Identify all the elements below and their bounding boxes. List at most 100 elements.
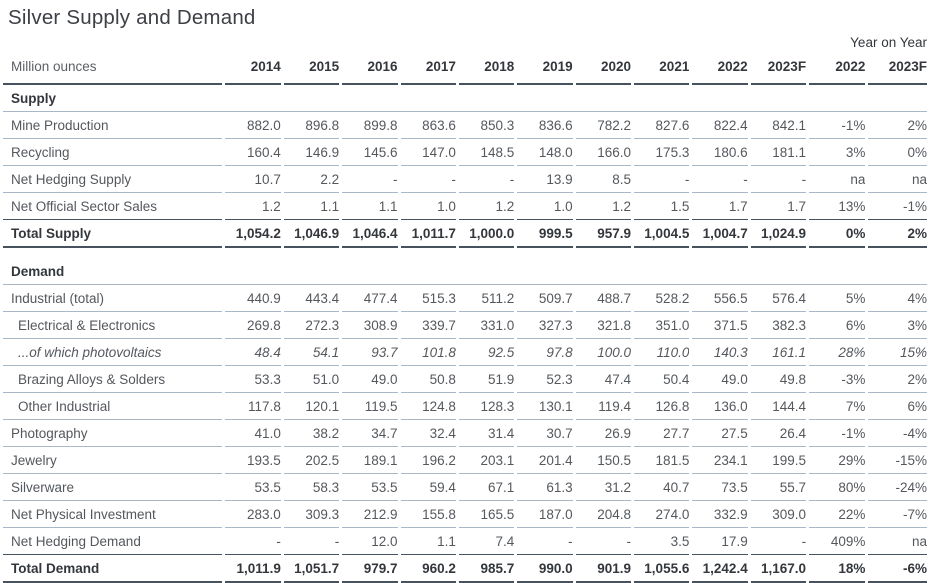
value-cell: 100.0 [575,339,631,366]
yoy-cell: -24% [868,474,927,501]
value-cell: 101.8 [400,339,456,366]
yoy-cell: 28% [809,339,866,366]
page-title: Silver Supply and Demand [8,6,256,29]
value-cell: 193.5 [225,447,281,474]
value-cell: 234.1 [692,447,748,474]
value-cell: 199.5 [750,447,807,474]
value-cell: 117.8 [225,393,281,420]
value-cell: - [750,528,807,555]
value-cell: 140.3 [692,339,748,366]
yoy-cell: 2% [868,366,927,393]
value-cell: 990.0 [517,555,573,583]
value-cell: 201.4 [517,447,573,474]
value-cell: 1.7 [750,193,807,220]
value-cell: 269.8 [225,312,281,339]
value-cell: 54.1 [283,339,340,366]
value-cell: 1.7 [692,193,748,220]
value-cell: 901.9 [575,555,631,583]
value-cell: 576.4 [750,285,807,312]
row-label: Mine Production [3,112,223,139]
yoy-column-header: 2023F [868,52,927,85]
value-cell: 49.0 [692,366,748,393]
row-label: Silverware [3,474,223,501]
value-cell: 30.7 [517,420,573,447]
value-cell: 146.9 [283,139,340,166]
yoy-cell: 80% [809,474,866,501]
table-row: Photography 41.0 38.2 34.7 32.4 31.4 30.7 26.9 2… [3,420,927,447]
value-cell: 31.2 [575,474,631,501]
yoy-cell: 15% [868,339,927,366]
value-cell: 7.4 [458,528,515,555]
value-cell: - [692,166,748,193]
yoy-cell: 0% [868,139,927,166]
value-cell: 53.3 [225,366,281,393]
value-cell: 1.1 [400,528,456,555]
yoy-cell: -7% [868,501,927,528]
year-column-header: 2017 [400,52,456,85]
value-cell: - [400,166,456,193]
section-header-row: Demand [3,258,927,285]
year-column-header: 2023F [750,52,807,85]
row-label: Other Industrial [3,393,223,420]
value-cell: 822.4 [692,112,748,139]
value-cell: 50.4 [633,366,690,393]
value-cell: 52.3 [517,366,573,393]
value-cell: 148.5 [458,139,515,166]
value-cell: 212.9 [342,501,398,528]
value-cell: 3.5 [633,528,690,555]
value-cell: 144.4 [750,393,807,420]
table-row: Brazing Alloys & Solders 53.3 51.0 49.0 50.8… [3,366,927,393]
value-cell: 126.8 [633,393,690,420]
row-label: Net Hedging Supply [3,166,223,193]
value-cell: 160.4 [225,139,281,166]
yoy-cell: na [868,166,927,193]
value-cell: 782.2 [575,112,631,139]
yoy-cell: 22% [809,501,866,528]
value-cell: 181.5 [633,447,690,474]
yoy-cell: -6% [868,555,927,583]
yoy-cell: -1% [809,420,866,447]
value-cell: 488.7 [575,285,631,312]
value-cell: 67.1 [458,474,515,501]
value-cell: 41.0 [225,420,281,447]
yoy-cell: na [809,166,866,193]
value-cell: 50.8 [400,366,456,393]
table-row: Other Industrial 117.8 120.1 119.5 124.8 128.… [3,393,927,420]
value-cell: 1,051.7 [283,555,340,583]
value-cell: 27.7 [633,420,690,447]
value-cell: 40.7 [633,474,690,501]
value-cell: 150.5 [575,447,631,474]
value-cell: 1,167.0 [750,555,807,583]
yoy-cell: 3% [809,139,866,166]
yoy-cell: -1% [809,112,866,139]
year-column-header: 2021 [633,52,690,85]
value-cell: 12.0 [342,528,398,555]
value-cell: - [517,528,573,555]
value-cell: 53.5 [225,474,281,501]
yoy-cell: 18% [809,555,866,583]
value-cell: 55.7 [750,474,807,501]
value-cell: 511.2 [458,285,515,312]
value-cell: 175.3 [633,139,690,166]
row-label: ...of which photovoltaics [3,339,223,366]
value-cell: 1,054.2 [225,220,281,248]
value-cell: 8.5 [575,166,631,193]
value-cell: 51.0 [283,366,340,393]
value-cell: 1.5 [633,193,690,220]
value-cell: 308.9 [342,312,398,339]
value-cell: 351.0 [633,312,690,339]
table-row: ...of which photovoltaics 48.4 54.1 93.7 101… [3,339,927,366]
value-cell: 130.1 [517,393,573,420]
value-cell: 92.5 [458,339,515,366]
value-cell: 1.0 [400,193,456,220]
value-cell: 1.0 [517,193,573,220]
value-cell: 1,046.4 [342,220,398,248]
value-cell: 440.9 [225,285,281,312]
row-label: Industrial (total) [3,285,223,312]
row-label: Demand [3,258,927,285]
year-column-header: 2015 [283,52,340,85]
value-cell: 477.4 [342,285,398,312]
value-cell: 1,024.9 [750,220,807,248]
yoy-cell: -1% [868,193,927,220]
value-cell: 32.4 [400,420,456,447]
